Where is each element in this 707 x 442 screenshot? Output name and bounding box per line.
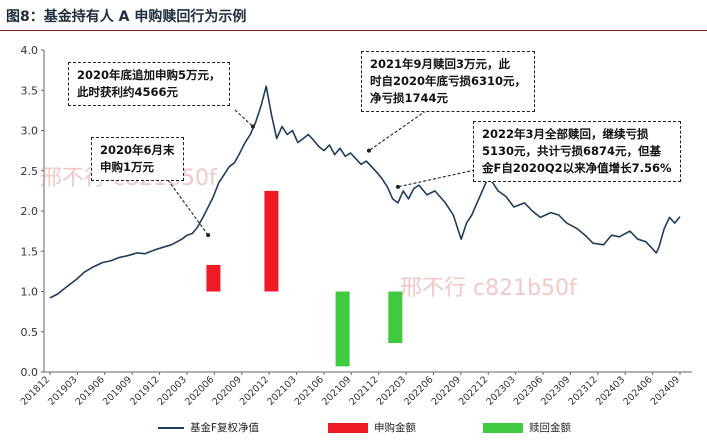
y-tick-label: 1.5 <box>21 245 39 258</box>
leader-line-jun-2020-tip <box>206 233 211 238</box>
legend-swatch-nav <box>158 426 184 429</box>
leader-line-mar-2022-tip <box>395 184 400 189</box>
x-tick-label: 202303 <box>484 374 517 407</box>
x-tick-label: 202112 <box>347 374 380 407</box>
x-tick-label: 202403 <box>594 374 627 407</box>
y-tick-label: 3.0 <box>21 125 39 138</box>
annotation-jun-2020-purchase: 2020年6月末 申购1万元 <box>91 137 184 181</box>
y-tick-label: 1.0 <box>21 286 39 299</box>
x-tick-label: 202212 <box>457 374 490 407</box>
nav-series-line <box>49 85 681 299</box>
x-tick-label: 201912 <box>128 374 161 407</box>
x-tick-label: 202406 <box>621 374 654 407</box>
leader-line-sep-2021 <box>368 107 431 152</box>
leader-line-dec-2020 <box>234 109 254 127</box>
purchase-bar <box>206 264 221 292</box>
leader-line-sep-2021-tip <box>366 148 371 153</box>
redemption-bar <box>335 291 350 367</box>
x-tick-label: 202012 <box>238 374 271 407</box>
annotation-mar-2022-redeem: 2022年3月全部赎回，继续亏损 5130元，共计亏损6874元，但基 金F自2… <box>473 121 681 182</box>
y-tick-label: 3.5 <box>21 84 39 97</box>
y-tick-label: 0.5 <box>21 326 39 339</box>
annotation-dec-2020-purchase: 2020年底追加申购5万元， 此时获利约4566元 <box>68 62 230 106</box>
x-tick-label: 201906 <box>73 374 106 407</box>
x-tick-label: 202312 <box>567 374 600 407</box>
figure-title: 图8：基金持有人 A 申购赎回行为示例 <box>6 9 247 25</box>
leader-line-dec-2020-tip <box>250 124 255 129</box>
x-tick-label: 202006 <box>183 374 216 407</box>
y-tick-label: 0.0 <box>21 366 39 379</box>
legend-label-nav: 基金F复权净值 <box>190 422 260 434</box>
x-tick-label: 202203 <box>375 374 408 407</box>
x-tick-label: 202206 <box>402 374 435 407</box>
legend: 基金F复权净值 申购金额 赎回金额 <box>158 420 628 438</box>
legend-item-nav: 基金F复权净值 <box>158 420 259 435</box>
title-rule <box>0 30 707 31</box>
legend-item-redeem: 赎回金额 <box>483 420 571 435</box>
x-tick-label: 202209 <box>430 374 463 407</box>
x-tick-label: 201812 <box>19 374 52 407</box>
x-tick-label: 202106 <box>293 374 326 407</box>
redemption-bar <box>388 291 403 344</box>
x-tick-label: 202306 <box>512 374 545 407</box>
x-tick-label: 202409 <box>649 374 682 407</box>
purchase-bar <box>264 190 279 292</box>
legend-label-buy: 申购金额 <box>374 422 416 434</box>
legend-item-buy: 申购金额 <box>328 420 416 435</box>
x-tick-label: 202103 <box>265 374 298 407</box>
x-tick-label: 202309 <box>539 374 572 407</box>
x-tick-label: 201903 <box>46 374 79 407</box>
leader-line-mar-2022 <box>397 169 476 188</box>
y-tick-label: 2.5 <box>21 165 39 178</box>
legend-swatch-redeem <box>483 422 523 433</box>
leader-line-jun-2020 <box>164 175 209 236</box>
y-tick-label: 2.0 <box>21 205 39 218</box>
x-tick-label: 202003 <box>156 374 189 407</box>
legend-label-redeem: 赎回金额 <box>529 422 571 434</box>
annotation-sep-2021-redeem: 2021年9月赎回3万元，此 时自2020年底亏损6310元， 净亏损1744元 <box>361 51 536 112</box>
y-tick-label: 4.0 <box>21 44 39 57</box>
watermark-2: 邢不行 c821b50f <box>400 276 577 301</box>
x-tick-label: 201909 <box>101 374 134 407</box>
x-tick-label: 202009 <box>210 374 243 407</box>
legend-swatch-buy <box>328 422 368 433</box>
x-tick-label: 202109 <box>320 374 353 407</box>
